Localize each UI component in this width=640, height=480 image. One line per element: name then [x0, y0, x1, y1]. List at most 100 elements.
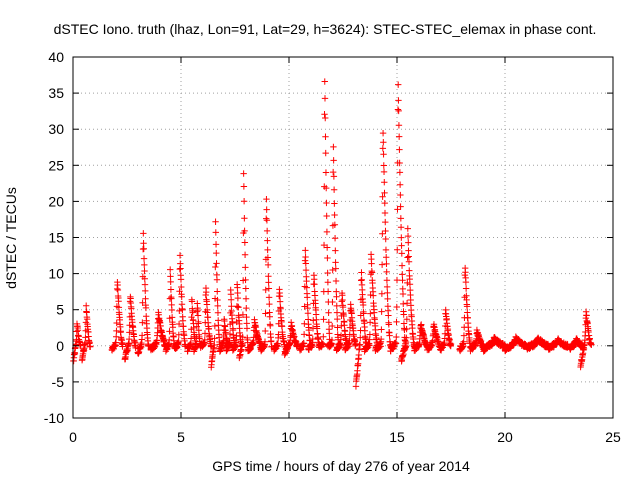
data-point — [383, 254, 390, 261]
y-tick-label: -10 — [44, 410, 64, 426]
data-point — [311, 281, 318, 288]
data-point — [332, 247, 339, 254]
data-point — [403, 316, 411, 323]
data-point — [241, 227, 248, 235]
data-point — [213, 249, 220, 257]
data-point — [177, 276, 185, 283]
data-point — [332, 259, 339, 266]
data-point — [404, 232, 412, 240]
data-point — [331, 200, 338, 207]
data-point — [400, 300, 407, 308]
data-point — [398, 250, 405, 257]
data-point — [211, 335, 218, 342]
data-point — [396, 146, 403, 153]
data-point — [194, 312, 202, 319]
data-point — [195, 320, 202, 327]
data-point — [397, 215, 405, 222]
data-point — [386, 332, 393, 339]
data-point — [381, 179, 388, 186]
data-point — [381, 209, 389, 217]
data-point — [212, 218, 219, 225]
axis-ticks: 0 5 10 15 20 25 -10 -5 0 5 10 15 20 25 30 35 40 — [44, 49, 621, 445]
data-point — [324, 288, 332, 295]
data-point — [382, 235, 389, 243]
data-point — [398, 234, 405, 241]
data-point — [462, 278, 470, 286]
data-point — [406, 281, 414, 288]
data-point — [321, 78, 328, 85]
data-point — [366, 319, 374, 326]
data-point — [322, 169, 330, 176]
data-point — [462, 285, 470, 292]
data-point — [378, 261, 386, 268]
data-point — [177, 265, 184, 272]
data-point — [265, 285, 273, 292]
data-point — [321, 110, 328, 118]
data-point — [368, 269, 376, 276]
data-point — [233, 303, 241, 310]
data-point — [226, 330, 234, 338]
data-point — [203, 301, 211, 308]
data-point — [262, 310, 269, 317]
data-point — [352, 340, 360, 348]
data-point — [242, 285, 249, 292]
data-point — [303, 277, 310, 285]
data-point — [329, 298, 336, 306]
data-point — [241, 239, 249, 246]
data-point — [323, 244, 331, 251]
data-point — [239, 340, 246, 348]
data-point — [398, 262, 406, 269]
data-point — [141, 261, 148, 269]
data-point — [377, 335, 385, 343]
data-point — [462, 269, 469, 276]
data-point — [403, 325, 410, 333]
data-point — [235, 304, 242, 311]
data-point — [115, 298, 122, 305]
data-point — [392, 340, 400, 347]
data-point — [113, 333, 120, 340]
data-point — [332, 265, 339, 272]
data-point — [139, 319, 146, 326]
data-point — [323, 228, 331, 236]
data-point — [339, 296, 346, 304]
data-point — [211, 341, 218, 349]
data-point — [266, 313, 273, 320]
data-point — [188, 313, 195, 321]
data-point — [379, 129, 387, 137]
data-point — [241, 215, 248, 222]
data-point — [140, 255, 148, 262]
data-point — [214, 309, 222, 316]
data-point — [179, 317, 187, 324]
data-point — [323, 184, 330, 192]
data-point — [384, 295, 391, 303]
data-point — [399, 277, 406, 284]
data-point — [395, 133, 403, 140]
data-point — [333, 293, 340, 300]
data-point — [119, 341, 126, 348]
data-point — [395, 107, 402, 115]
data-point — [213, 276, 221, 283]
data-point — [167, 278, 174, 286]
data-point — [263, 217, 271, 224]
data-point — [330, 173, 338, 180]
data-point — [395, 81, 402, 88]
data-point — [360, 310, 367, 317]
data-point — [396, 181, 404, 188]
data-point — [168, 295, 175, 302]
data-point — [140, 230, 147, 237]
data-point — [267, 322, 274, 329]
data-point — [265, 273, 272, 280]
data-point — [212, 229, 219, 236]
data-point — [212, 241, 220, 248]
data-point — [87, 343, 94, 350]
y-tick-label: 5 — [56, 302, 64, 318]
data-point — [384, 289, 391, 297]
y-axis-label: dSTEC / TECUs — [3, 187, 19, 289]
data-point — [264, 261, 272, 269]
data-point — [138, 341, 145, 349]
data-point — [379, 230, 386, 237]
data-point — [212, 263, 219, 271]
data-point — [379, 193, 386, 200]
data-point — [320, 316, 327, 323]
